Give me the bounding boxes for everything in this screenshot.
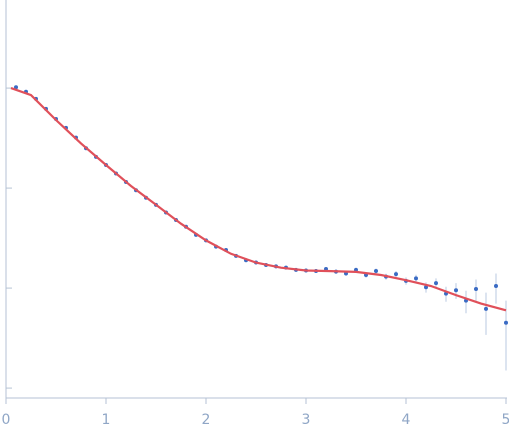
data-point [454,288,458,293]
x-tick-label: 0 [2,412,11,428]
data-point [424,285,428,290]
x-tick-label: 1 [102,412,111,428]
data-point [494,283,498,288]
x-tick-label: 4 [402,412,411,428]
x-tick-label: 2 [202,412,211,428]
data-point [504,320,508,325]
data-point [394,272,398,277]
data-point [374,269,378,274]
data-point [434,281,438,286]
x-tick-label: 3 [302,412,311,428]
fit-line [10,87,507,312]
x-tick-label: 5 [502,412,509,428]
data-point [484,306,488,311]
data-point [414,276,418,281]
data-point [474,286,478,291]
data-point [14,85,18,90]
